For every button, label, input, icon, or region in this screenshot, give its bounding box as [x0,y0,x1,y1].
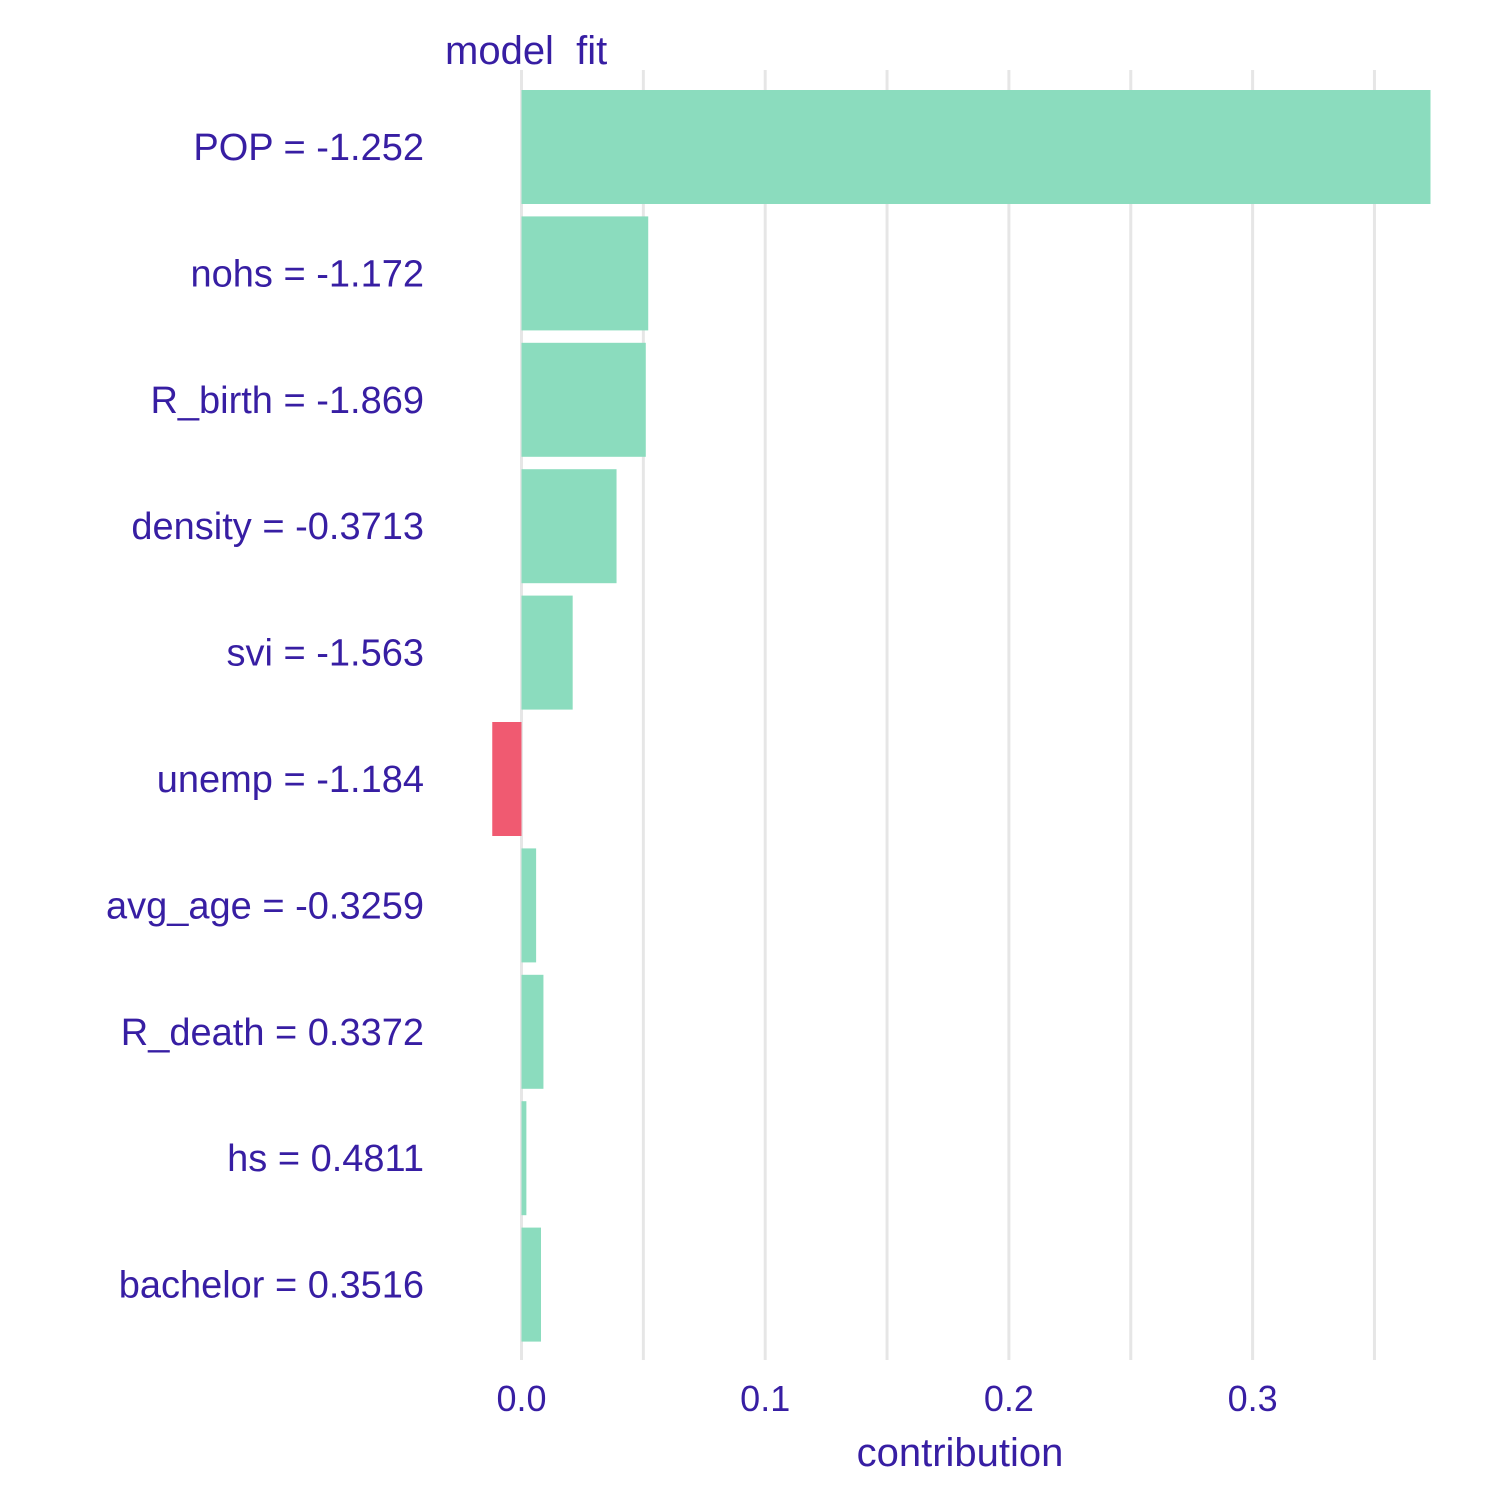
bar-7 [521,974,544,1089]
bars [492,90,1431,1342]
bar-1 [521,216,649,331]
category-label-2: R_birth = -1.869 [150,380,424,422]
x-tick-label-2: 0.2 [984,1378,1034,1419]
x-tick-label-1: 0.1 [740,1378,790,1419]
bar-5 [492,722,522,836]
category-label-8: hs = 0.4811 [227,1138,424,1180]
bar-3 [521,469,617,584]
category-label-4: svi = -1.563 [227,633,425,675]
category-label-3: density = -0.3713 [131,506,424,548]
category-label-7: R_death = 0.3372 [121,1012,424,1054]
bar-6 [521,848,537,963]
x-axis-title: contribution [857,1431,1064,1475]
x-tick-label-0: 0.0 [496,1378,546,1419]
category-label-0: POP = -1.252 [193,127,424,169]
bar-8 [521,1101,527,1216]
bar-2 [521,342,646,457]
category-label-9: bachelor = 0.3516 [119,1265,424,1307]
x-tick-label-3: 0.3 [1228,1378,1278,1419]
bar-4 [521,595,573,710]
category-label-1: nohs = -1.172 [191,253,424,295]
category-labels: POP = -1.252 nohs = -1.172 R_birth = -1.86… [106,127,424,1307]
bar-0 [521,90,1431,204]
category-label-6: avg_age = -0.3259 [106,885,424,927]
x-tick-labels: 0.0 0.1 0.2 0.3 [496,1378,1277,1419]
category-label-5: unemp = -1.184 [157,759,424,801]
grid-lines [520,70,1376,1360]
bar-9 [521,1227,541,1342]
chart-title: model fit [445,29,607,73]
